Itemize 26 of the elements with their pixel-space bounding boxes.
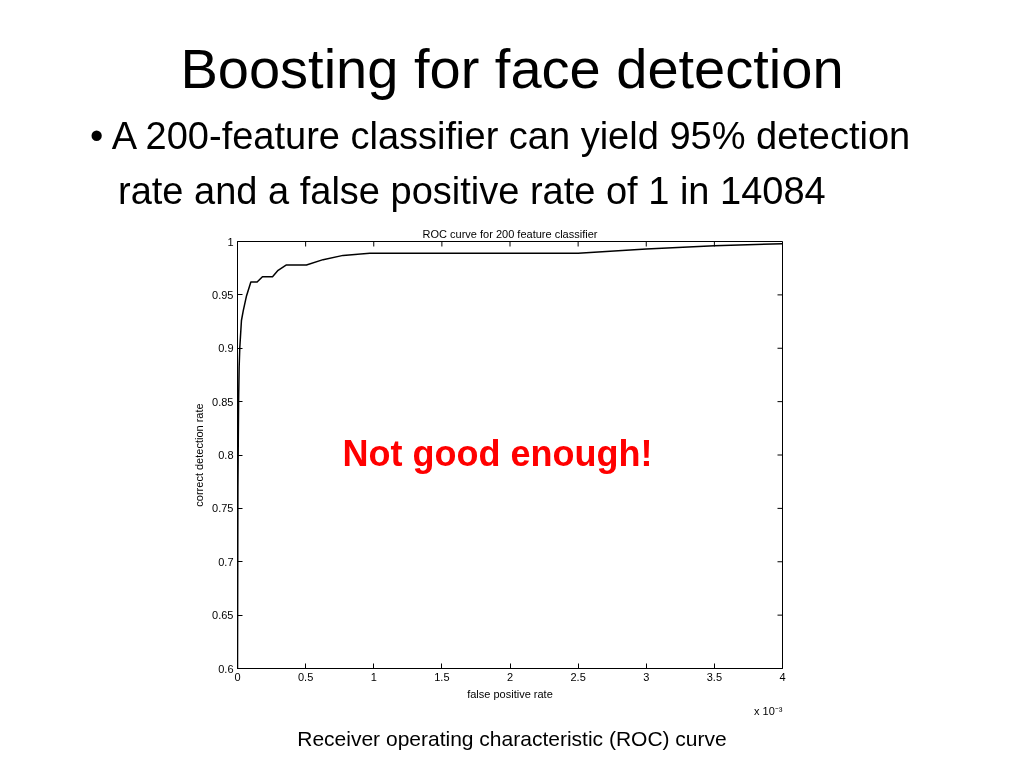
x-tick-label: 0	[234, 670, 241, 683]
chart-title: Boosting for face detection	[179, 37, 845, 100]
y-tick-label: 0.85	[212, 395, 234, 408]
y-axis-title: correct detection rate	[193, 403, 206, 507]
x-tick-label: 0.5	[297, 670, 314, 683]
text: x 10⁻³	[754, 704, 783, 717]
chart-subtitle: • A 200-feature classifier can yield 95% detection rate and a false positive rate of 1 in 14084	[90, 114, 912, 214]
y-tick-label: 0.9	[218, 342, 234, 355]
y-tick-label: 0.8	[218, 449, 234, 461]
x-tick-label: 4	[779, 670, 786, 683]
y-tick-label: 0.65	[212, 609, 234, 622]
x-tick-label: 2.5	[570, 670, 586, 683]
text: Receiver operating characteristic (ROC) curve	[296, 726, 728, 752]
annotation: Not good enough!	[342, 433, 653, 474]
x-tick-label: 3	[643, 670, 650, 683]
x-tick-label: 2	[506, 670, 514, 683]
x-tick-label: 1.5	[434, 670, 450, 683]
y-tick-label: 0.7	[218, 555, 234, 568]
x-axis-title: false positive rate	[467, 687, 553, 700]
y-tick-label: 0.95	[212, 288, 234, 301]
x-tick-label: 1	[370, 670, 377, 683]
y-tick-label: 1	[227, 235, 234, 248]
text: ROC curve for 200 feature classifier	[422, 227, 598, 240]
y-tick-label: 0.6	[218, 662, 234, 675]
y-tick-label: 0.75	[212, 502, 234, 515]
x-tick-label: 3.5	[706, 670, 723, 683]
